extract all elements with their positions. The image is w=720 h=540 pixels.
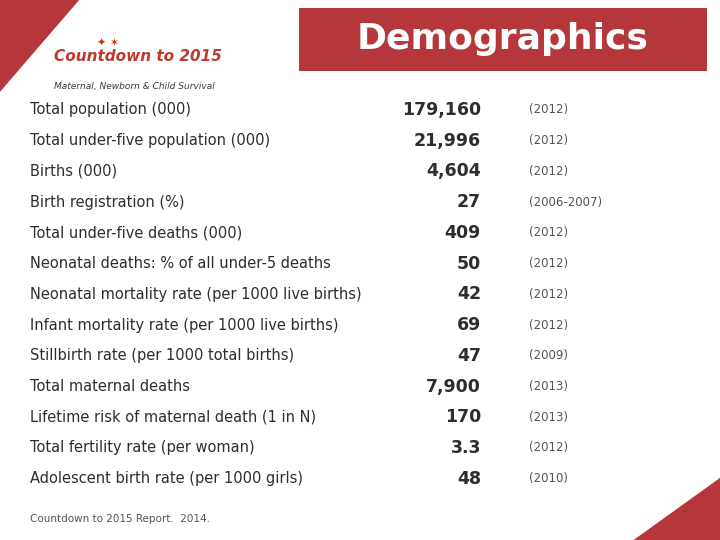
Text: Demographics: Demographics [357, 23, 649, 56]
Polygon shape [634, 478, 720, 540]
Text: Stillbirth rate (per 1000 total births): Stillbirth rate (per 1000 total births) [30, 348, 294, 363]
Text: (2012): (2012) [529, 103, 568, 116]
Text: (2012): (2012) [529, 288, 568, 301]
Text: Countdown to 2015: Countdown to 2015 [54, 49, 222, 64]
Text: (2013): (2013) [529, 411, 568, 424]
Text: 27: 27 [456, 193, 481, 211]
Text: Countdown to 2015 Report.  2014.: Countdown to 2015 Report. 2014. [30, 515, 210, 524]
Text: 69: 69 [456, 316, 481, 334]
Text: 42: 42 [456, 285, 481, 303]
Polygon shape [0, 0, 79, 92]
Text: Total fertility rate (per woman): Total fertility rate (per woman) [30, 441, 255, 456]
Text: (2012): (2012) [529, 257, 568, 270]
Text: 3.3: 3.3 [451, 439, 481, 457]
FancyBboxPatch shape [299, 8, 707, 71]
Text: Total under-five deaths (000): Total under-five deaths (000) [30, 225, 243, 240]
Text: (2006-2007): (2006-2007) [529, 195, 603, 208]
Text: Births (000): Births (000) [30, 164, 117, 179]
Text: (2012): (2012) [529, 165, 568, 178]
Text: ✦ ✶: ✦ ✶ [97, 38, 119, 48]
Text: Infant mortality rate (per 1000 live births): Infant mortality rate (per 1000 live bir… [30, 318, 338, 333]
Text: Adolescent birth rate (per 1000 girls): Adolescent birth rate (per 1000 girls) [30, 471, 303, 486]
Text: (2012): (2012) [529, 134, 568, 147]
Text: Neonatal deaths: % of all under-5 deaths: Neonatal deaths: % of all under-5 deaths [30, 256, 331, 271]
Text: (2009): (2009) [529, 349, 568, 362]
Text: 47: 47 [457, 347, 481, 365]
Text: Maternal, Newborn & Child Survival: Maternal, Newborn & Child Survival [54, 82, 215, 91]
Text: (2013): (2013) [529, 380, 568, 393]
Text: Total maternal deaths: Total maternal deaths [30, 379, 190, 394]
Text: 21,996: 21,996 [414, 132, 481, 150]
Text: Lifetime risk of maternal death (1 in N): Lifetime risk of maternal death (1 in N) [30, 410, 316, 425]
Text: (2012): (2012) [529, 319, 568, 332]
Text: (2010): (2010) [529, 472, 568, 485]
Text: (2012): (2012) [529, 442, 568, 455]
Text: 4,604: 4,604 [426, 163, 481, 180]
Text: 170: 170 [445, 408, 481, 426]
Text: (2012): (2012) [529, 226, 568, 239]
Text: 48: 48 [456, 470, 481, 488]
Text: 179,160: 179,160 [402, 101, 481, 119]
Text: 50: 50 [456, 254, 481, 273]
Text: 409: 409 [445, 224, 481, 242]
Text: Total population (000): Total population (000) [30, 103, 192, 117]
Text: Total under-five population (000): Total under-five population (000) [30, 133, 271, 148]
Text: 7,900: 7,900 [426, 377, 481, 395]
Text: Neonatal mortality rate (per 1000 live births): Neonatal mortality rate (per 1000 live b… [30, 287, 362, 302]
Text: Birth registration (%): Birth registration (%) [30, 194, 185, 210]
